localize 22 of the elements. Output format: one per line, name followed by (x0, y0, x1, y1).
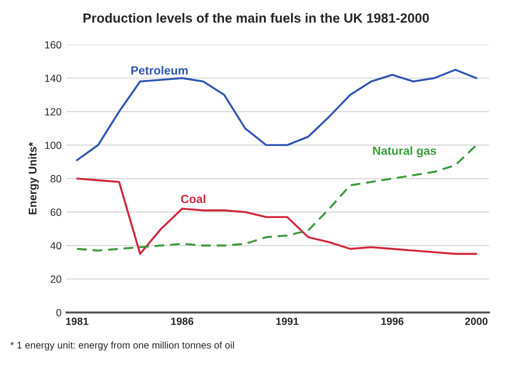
x-tick-label: 1991 (276, 318, 299, 325)
series-label: Natural gas (373, 146, 436, 158)
x-tick-label: 2000 (465, 318, 488, 325)
x-tick-label: 1986 (171, 318, 194, 325)
series-label: Petroleum (131, 66, 188, 75)
y-tick-label: 120 (45, 108, 62, 116)
chart-title: Production levels of the main fuels in the UK 1981-2000 (83, 13, 429, 23)
y-tick-label: 80 (50, 175, 62, 182)
y-tick-label: 160 (45, 41, 62, 49)
y-axis-title: Energy Units* (28, 142, 39, 214)
y-tick-label: 60 (50, 208, 62, 216)
y-tick-label: 140 (45, 74, 62, 82)
y-tick-label: 100 (45, 142, 62, 149)
text: * 1 energy unit: energy from one million tonnes of oil (10, 341, 234, 350)
y-tick-label: 20 (50, 276, 62, 283)
y-tick-label: 0 (56, 308, 62, 316)
y-tick-label: 40 (50, 242, 62, 250)
line-series (76, 178, 478, 255)
x-tick-label: 1996 (381, 318, 404, 325)
x-tick-label: 1981 (66, 318, 88, 325)
series-label: Coal (180, 194, 206, 204)
line-series (76, 144, 478, 252)
